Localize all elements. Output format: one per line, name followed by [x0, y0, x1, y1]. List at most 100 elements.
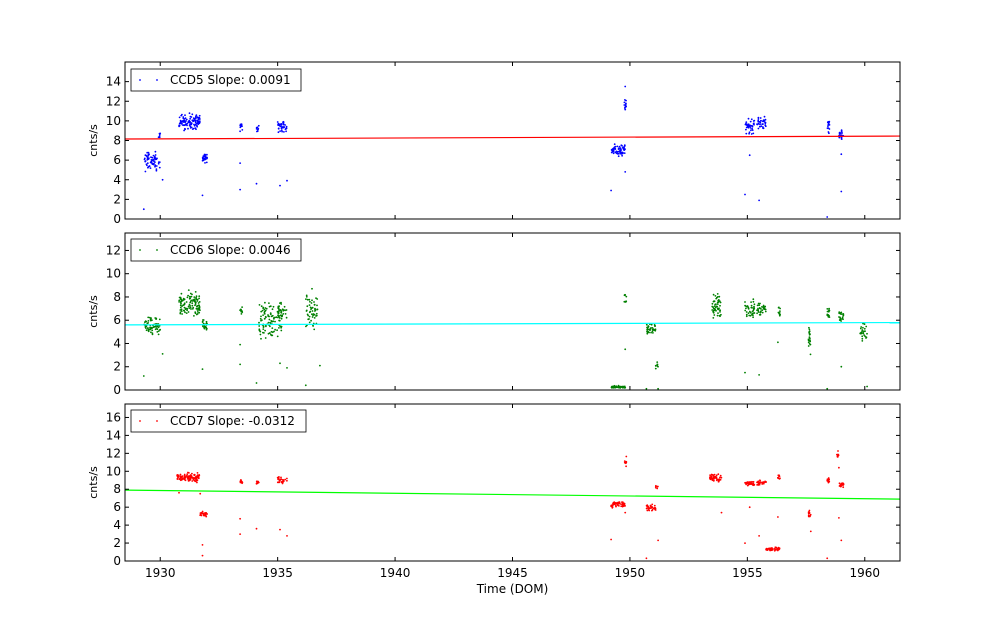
ccd6-data-point	[265, 307, 268, 310]
ccd6-data-point	[654, 328, 657, 331]
ccd6-data-point	[719, 311, 721, 313]
ccd6-data-point	[305, 309, 308, 312]
ccd7-data-point	[191, 472, 193, 475]
ccd6-data-point	[756, 312, 758, 315]
ccd6-data-point	[239, 343, 242, 346]
ccd5-data-point	[188, 112, 191, 115]
ccd6-data-point	[657, 387, 659, 390]
ccd7-data-point	[621, 501, 623, 503]
ccd5-data-point	[193, 123, 195, 126]
ccd7-data-point	[240, 479, 242, 481]
ccd7-data-point	[838, 517, 840, 519]
ccd5-data-point	[154, 157, 157, 160]
ccd7-data-point	[239, 517, 242, 520]
ccd6-data-point	[711, 309, 714, 311]
ccd6-data-point	[142, 375, 145, 377]
ccd5-data-point	[841, 131, 843, 134]
ccd6-data-point	[714, 303, 716, 306]
ccd6-data-point	[865, 336, 868, 339]
ccd6-data-point	[185, 312, 188, 314]
ccd6-data-point	[753, 305, 755, 308]
x-tick-label: 1955	[732, 566, 763, 580]
x-axis-label: Time (DOM)	[476, 582, 549, 596]
ccd7-data-point	[193, 474, 196, 476]
ccd6-data-point	[179, 312, 182, 315]
ccd5-data-point	[752, 132, 755, 135]
ccd6-data-point	[861, 340, 864, 342]
ccd6-data-point	[194, 311, 197, 313]
ccd6-data-point	[648, 328, 651, 331]
ccd5-data-point	[747, 123, 749, 126]
ccd6-data-point	[863, 334, 866, 336]
ccd6-data-point	[646, 332, 649, 335]
ccd6-data-point	[187, 305, 190, 308]
ccd6-data-point	[306, 305, 309, 308]
ccd7-data-point	[808, 511, 811, 514]
ccd6-data-point	[750, 304, 753, 307]
ccd5-data-point	[827, 131, 830, 133]
ccd6-data-point	[262, 325, 265, 327]
ccd6-data-point	[712, 293, 715, 296]
ccd7-data-point	[826, 557, 829, 560]
ccd5-data-point	[181, 113, 183, 116]
ccd7-data-point	[277, 477, 279, 479]
ccd5-data-point	[205, 161, 208, 164]
ccd7-data-point	[648, 509, 651, 512]
ccd5-data-point	[759, 125, 761, 128]
ccd6-data-point	[826, 387, 829, 390]
ccd7-data-point	[241, 480, 243, 483]
ccd7-data-point	[771, 548, 774, 551]
ccd5-data-point	[154, 150, 157, 153]
ccd6-data-point	[280, 315, 283, 317]
ccd6-data-point	[188, 303, 191, 306]
x-tick-label: 1945	[497, 566, 528, 580]
ccd6-data-point	[860, 332, 863, 335]
ccd6-data-point	[157, 330, 160, 332]
ccd5-data-point	[620, 151, 623, 154]
ccd6-data-point	[196, 305, 199, 307]
ccd6-data-point	[144, 320, 147, 322]
ccd6-data-point	[313, 313, 316, 316]
ccd6-data-point	[263, 310, 266, 313]
ccd6-data-point	[745, 313, 748, 316]
ccd7-data-point	[765, 547, 768, 550]
ccd5-data-point	[161, 178, 164, 181]
ccd5-data-point	[614, 148, 617, 151]
ccd7-data-point	[837, 450, 839, 452]
ccd5-data-point	[158, 135, 161, 137]
ccd6-data-point	[753, 308, 755, 310]
ccd6-data-point	[828, 316, 831, 318]
ccd7-data-point	[712, 480, 715, 482]
ccd5-data-point	[283, 131, 285, 133]
ccd6-data-point	[270, 315, 273, 318]
ccd5-data-point	[239, 188, 242, 191]
ccd6-data-point	[650, 331, 652, 334]
ccd5-data-point	[827, 121, 830, 124]
ccd6-data-point	[262, 328, 265, 330]
ccd7-data-point	[656, 487, 659, 490]
ccd6-data-point	[155, 327, 158, 329]
ccd6-data-point	[151, 329, 154, 332]
ccd6-data-point	[284, 313, 287, 315]
ccd6-data-point	[147, 320, 150, 322]
ccd6-data-point	[713, 314, 716, 316]
ccd5-data-point	[186, 122, 189, 125]
ccd7-data-point	[193, 477, 196, 480]
ccd7-data-point	[239, 481, 242, 484]
ccd5-data-point	[151, 162, 153, 165]
ccd6-data-point	[748, 314, 751, 317]
ccd6-data-point	[826, 313, 829, 316]
ccd7-data-point	[196, 481, 198, 484]
ccd7-data-point	[176, 478, 179, 480]
ccd7-data-point	[809, 530, 812, 533]
ccd5-data-point	[195, 119, 197, 122]
ccd5-data-point	[183, 121, 186, 123]
ccd6-data-point	[148, 316, 151, 319]
ccd5-data-point	[623, 152, 626, 155]
ccd6-data-point	[258, 325, 261, 327]
panel-ccd6: 0 2 4 6 8 10 12 cnts/s CCD6 Slope: 0.0046	[87, 232, 901, 397]
ccd6-data-point	[147, 316, 150, 319]
ccd5-data-point	[151, 156, 154, 159]
